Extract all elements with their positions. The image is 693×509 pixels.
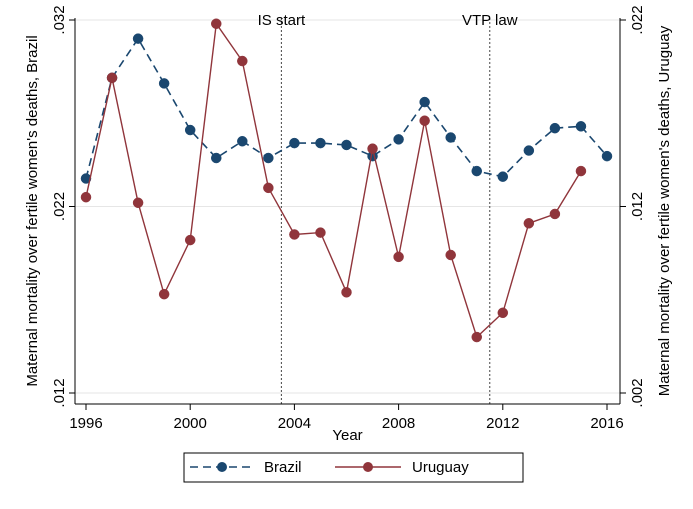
series-uruguay-point-2003 <box>263 182 274 194</box>
right-y-axis-title: Maternal mortality over fertile women's … <box>656 25 673 396</box>
left-y-tick-label-1: .022 <box>51 192 68 221</box>
series-layer <box>80 18 613 343</box>
series-brazil-point-2012 <box>497 171 509 182</box>
series-uruguay-point-2015 <box>575 165 587 177</box>
series-brazil-point-2005 <box>315 137 326 149</box>
tick-layer: .012 .022 .032 .002 .012 .022 1996 2000 2004 2008… <box>51 5 646 432</box>
series-uruguay-point-2004 <box>289 229 300 240</box>
series-brazil-point-2002 <box>237 135 248 147</box>
series-uruguay-point-1997 <box>106 72 118 84</box>
grid-layer <box>75 19 620 394</box>
series-brazil-point-2000 <box>184 124 196 136</box>
series-uruguay-point-1999 <box>158 288 170 300</box>
series-uruguay-point-2014 <box>549 208 561 220</box>
legend: Brazil Uruguay <box>183 452 524 483</box>
series-uruguay-point-2011 <box>471 331 482 343</box>
legend-brazil-marker <box>217 462 227 472</box>
series-brazil-point-2004 <box>289 137 300 149</box>
series-uruguay-point-2001 <box>211 18 222 29</box>
x-tick-label-2: 2004 <box>278 415 311 432</box>
series-brazil-point-2008 <box>393 134 404 145</box>
legend-uruguay-label: Uruguay <box>412 459 469 476</box>
x-tick-label-4: 2012 <box>486 415 519 432</box>
series-uruguay-point-2002 <box>237 55 248 67</box>
left-y-axis-title: Maternal mortality over fertile women's … <box>24 35 41 386</box>
series-uruguay-point-2010 <box>445 249 456 261</box>
series-brazil-point-2011 <box>471 165 482 177</box>
series-brazil-point-1996 <box>80 173 92 184</box>
is-start-label: IS start <box>258 12 306 29</box>
series-brazil-point-2010 <box>445 132 456 143</box>
series-brazil-point-2006 <box>341 139 352 151</box>
series-brazil-point-2013 <box>523 145 535 156</box>
series-brazil-line <box>85 37 608 179</box>
right-y-tick-label-1: .012 <box>629 192 646 221</box>
series-brazil-point-1999 <box>158 78 170 89</box>
series-uruguay-point-2006 <box>341 287 352 298</box>
series-uruguay-point-2012 <box>497 307 509 319</box>
series-uruguay-point-2013 <box>523 218 535 229</box>
series-uruguay-point-2005 <box>315 227 326 238</box>
x-tick-label-1: 2000 <box>174 415 207 432</box>
series-uruguay-point-1998 <box>132 197 144 209</box>
x-axis-title: Year <box>332 427 362 444</box>
x-tick-label-0: 1996 <box>69 415 102 432</box>
series-uruguay-point-2000 <box>184 234 196 246</box>
series-brazil-point-2009 <box>419 96 430 108</box>
series-uruguay-point-2008 <box>393 251 404 263</box>
series-uruguay-point-1996 <box>80 191 92 203</box>
series-uruguay-point-2009 <box>419 115 430 126</box>
axis-layer <box>74 18 621 405</box>
series-brazil-point-2015 <box>575 121 587 132</box>
left-y-tick-label-0: .012 <box>51 378 68 407</box>
vtp-law-label: VTP law <box>462 12 518 29</box>
series-brazil-point-1998 <box>132 33 144 44</box>
series-brazil-point-2014 <box>549 122 561 134</box>
legend-uruguay-marker <box>363 462 373 472</box>
series-uruguay-point-2007 <box>367 143 378 154</box>
legend-brazil-label: Brazil <box>264 459 302 476</box>
right-y-tick-label-0: .002 <box>629 378 646 407</box>
series-uruguay-line <box>85 21 582 339</box>
x-tick-label-3: 2008 <box>382 415 415 432</box>
series-brazil-point-2001 <box>211 152 222 164</box>
series-brazil-point-2016 <box>601 150 613 162</box>
x-tick-label-5: 2016 <box>590 415 623 432</box>
right-y-tick-label-2: .022 <box>629 5 646 34</box>
series-brazil-point-2003 <box>263 152 274 164</box>
left-y-tick-label-2: .032 <box>51 5 68 34</box>
